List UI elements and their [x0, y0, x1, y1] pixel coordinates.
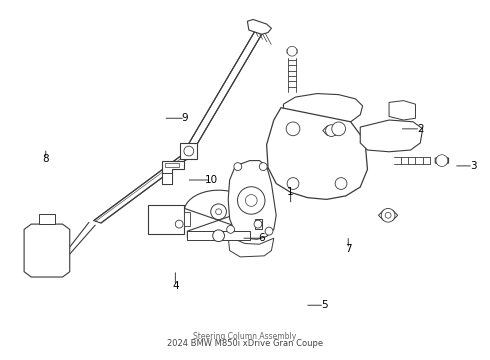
Polygon shape	[283, 94, 363, 126]
Polygon shape	[148, 205, 184, 234]
Circle shape	[184, 146, 194, 156]
Text: 2: 2	[417, 124, 423, 134]
Polygon shape	[267, 108, 368, 199]
Circle shape	[175, 220, 183, 228]
Circle shape	[238, 187, 265, 214]
Text: 6: 6	[259, 233, 265, 243]
Polygon shape	[175, 219, 183, 229]
Circle shape	[325, 125, 337, 136]
Polygon shape	[184, 212, 190, 226]
Circle shape	[227, 225, 235, 233]
Text: 7: 7	[345, 244, 351, 254]
Circle shape	[286, 122, 300, 136]
Circle shape	[385, 212, 391, 218]
Polygon shape	[39, 213, 55, 224]
Text: 1: 1	[287, 187, 294, 197]
Circle shape	[216, 209, 221, 215]
Polygon shape	[435, 156, 448, 165]
Circle shape	[381, 208, 395, 222]
Polygon shape	[180, 143, 197, 159]
Polygon shape	[247, 19, 271, 34]
Text: 2024 BMW M850i xDrive Gran Coupe: 2024 BMW M850i xDrive Gran Coupe	[167, 338, 323, 347]
Polygon shape	[378, 210, 398, 220]
Circle shape	[332, 122, 345, 136]
Circle shape	[436, 155, 448, 166]
Circle shape	[254, 220, 262, 228]
Polygon shape	[255, 219, 262, 229]
Polygon shape	[187, 231, 250, 240]
Polygon shape	[165, 163, 179, 167]
Circle shape	[265, 227, 273, 235]
Polygon shape	[287, 48, 297, 55]
Text: 9: 9	[182, 113, 188, 123]
Text: 4: 4	[172, 281, 179, 291]
Circle shape	[211, 204, 226, 220]
Text: 5: 5	[321, 300, 327, 310]
Polygon shape	[162, 173, 172, 184]
Circle shape	[234, 163, 242, 171]
Polygon shape	[360, 120, 423, 152]
Circle shape	[287, 46, 297, 56]
Circle shape	[259, 163, 267, 171]
Circle shape	[335, 177, 347, 189]
Polygon shape	[389, 100, 416, 120]
Circle shape	[245, 195, 257, 206]
Text: 3: 3	[470, 161, 476, 171]
Circle shape	[287, 177, 299, 189]
Polygon shape	[184, 190, 253, 238]
Polygon shape	[185, 28, 264, 153]
Polygon shape	[24, 224, 70, 277]
Text: 8: 8	[43, 154, 49, 164]
Polygon shape	[94, 156, 187, 223]
Polygon shape	[162, 161, 184, 184]
Polygon shape	[228, 237, 274, 257]
Circle shape	[213, 230, 224, 242]
Polygon shape	[323, 126, 340, 135]
Text: Steering Column Assembly: Steering Column Assembly	[194, 332, 296, 341]
Text: 10: 10	[205, 175, 218, 185]
Polygon shape	[228, 161, 276, 239]
